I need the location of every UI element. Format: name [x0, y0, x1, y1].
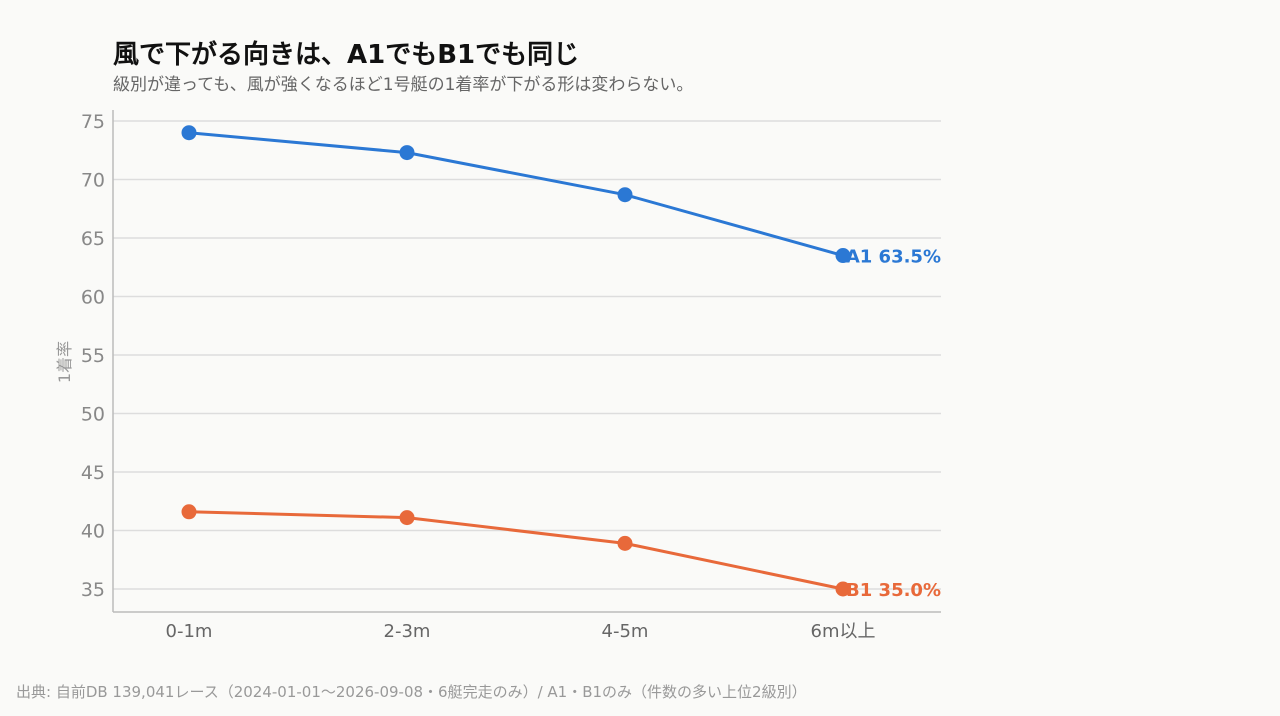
end-label-a1: A1 63.5% [846, 247, 941, 268]
data-point-b1 [181, 504, 197, 520]
series-line-b1 [188, 510, 844, 591]
chart-subtitle: 級別が違っても、風が強くなるほど1号艇の1着率が下がる形は変わらない。 [113, 75, 694, 95]
data-point-b1 [835, 581, 851, 597]
data-point-a1 [181, 125, 197, 141]
data-point-a1 [399, 145, 415, 161]
y-tick-label: 45 [81, 462, 105, 484]
end-label-b1: B1 35.0% [846, 580, 941, 601]
data-point-b1 [617, 535, 633, 551]
y-tick-label: 40 [81, 521, 105, 543]
x-tick-labels: 0-1m 2-3m 4-5m 6m以上 [166, 621, 876, 642]
chart-title: 風で下がる向きは、A1でもB1でも同じ [113, 40, 580, 70]
series-group: A1 63.5% B1 35.0% [181, 125, 941, 601]
y-axis-label: 1着率 [55, 341, 74, 383]
x-tick-label: 4-5m [602, 621, 649, 642]
source-note: 出典: 自前DB 139,041レース（2024-01-01〜2026-09-0… [16, 683, 807, 701]
y-tick-label: 75 [81, 111, 105, 133]
data-point-a1 [617, 187, 633, 203]
y-tick-label: 35 [81, 579, 105, 601]
x-tick-label: 6m以上 [811, 621, 876, 642]
y-tick-label: 70 [81, 170, 105, 192]
axes [112, 110, 941, 613]
x-tick-label: 2-3m [384, 621, 431, 642]
y-tick-label: 55 [81, 345, 105, 367]
series-line-a1 [188, 131, 844, 257]
x-tick-label: 0-1m [166, 621, 213, 642]
data-point-b1 [399, 510, 415, 526]
y-tick-label: 65 [81, 228, 105, 250]
y-tick-labels: 35 40 45 50 55 60 65 70 75 [81, 111, 105, 601]
y-tick-label: 50 [81, 404, 105, 426]
data-point-a1 [835, 248, 851, 264]
y-tick-label: 60 [81, 287, 105, 309]
grid-lines [113, 120, 941, 590]
